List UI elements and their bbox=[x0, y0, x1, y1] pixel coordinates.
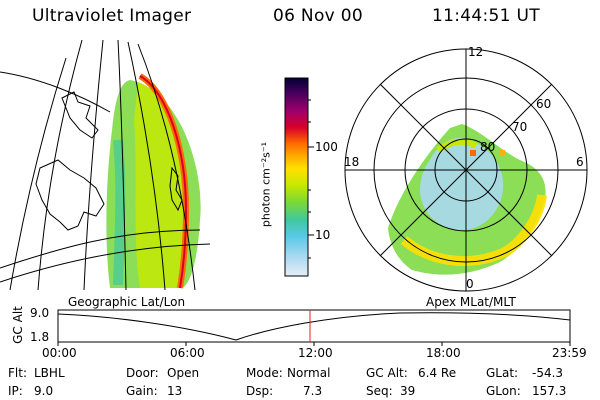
x-tick-1200: 12:00 bbox=[298, 346, 333, 360]
lat-label-70: 70 bbox=[512, 120, 528, 134]
x-tick-2359: 23:59 bbox=[552, 346, 587, 360]
mlt-label-18: 18 bbox=[344, 155, 360, 169]
gain-value: 13 bbox=[167, 384, 183, 398]
altitude-ymax: 9.0 bbox=[30, 306, 50, 320]
glat-value: -54.3 bbox=[532, 366, 564, 380]
colorbar bbox=[284, 77, 309, 277]
lat-label-60: 60 bbox=[536, 97, 552, 111]
x-tick-0000: 00:00 bbox=[42, 346, 77, 360]
ip-label: IP: bbox=[8, 384, 23, 398]
seq-value: 39 bbox=[400, 384, 416, 398]
altitude-ylabel: GC Alt bbox=[11, 306, 25, 344]
instrument-title: Ultraviolet Imager bbox=[32, 6, 192, 26]
colorbar-unit-label: photon cm⁻²s⁻¹ bbox=[259, 141, 273, 228]
apex-panel-label: Apex MLat/MLT bbox=[426, 295, 516, 309]
lat-label-80: 80 bbox=[480, 140, 496, 154]
x-tick-0600: 06:00 bbox=[170, 346, 205, 360]
glon-label: GLon: bbox=[486, 384, 521, 398]
gcalt-value: 6.4 Re bbox=[418, 366, 457, 380]
mlt-label-0: 0 bbox=[466, 277, 474, 291]
apex-polar-map bbox=[344, 48, 588, 292]
flt-label: Flt: bbox=[8, 366, 27, 380]
colorbar-tick-100: 100 bbox=[315, 140, 338, 154]
glon-value: 157.3 bbox=[532, 384, 567, 398]
image-time: 11:44:51 UT bbox=[432, 6, 540, 26]
seq-label: Seq: bbox=[366, 384, 393, 398]
image-date: 06 Nov 00 bbox=[273, 6, 363, 26]
glat-label: GLat: bbox=[486, 366, 519, 380]
x-tick-1800: 18:00 bbox=[426, 346, 461, 360]
ip-value: 9.0 bbox=[34, 384, 54, 398]
geographic-map bbox=[0, 40, 211, 290]
mlt-label-6: 6 bbox=[576, 155, 584, 169]
altitude-curve bbox=[57, 312, 571, 341]
door-value: Open bbox=[167, 366, 200, 380]
mode-label: Mode: bbox=[246, 366, 283, 380]
gcalt-label: GC Alt: bbox=[366, 366, 408, 380]
flt-value: LBHL bbox=[34, 366, 65, 380]
colorbar-tick-10: 10 bbox=[315, 228, 331, 242]
dsp-value: 7.3 bbox=[303, 384, 323, 398]
door-label: Door: bbox=[126, 366, 159, 380]
altitude-plot-frame bbox=[57, 309, 571, 343]
dsp-label: Dsp: bbox=[246, 384, 274, 398]
mlt-label-12: 12 bbox=[468, 45, 484, 59]
geographic-panel-label: Geographic Lat/Lon bbox=[68, 295, 186, 309]
mode-value: Normal bbox=[287, 366, 331, 380]
altitude-ymin: 1.8 bbox=[30, 330, 50, 344]
gain-label: Gain: bbox=[126, 384, 158, 398]
